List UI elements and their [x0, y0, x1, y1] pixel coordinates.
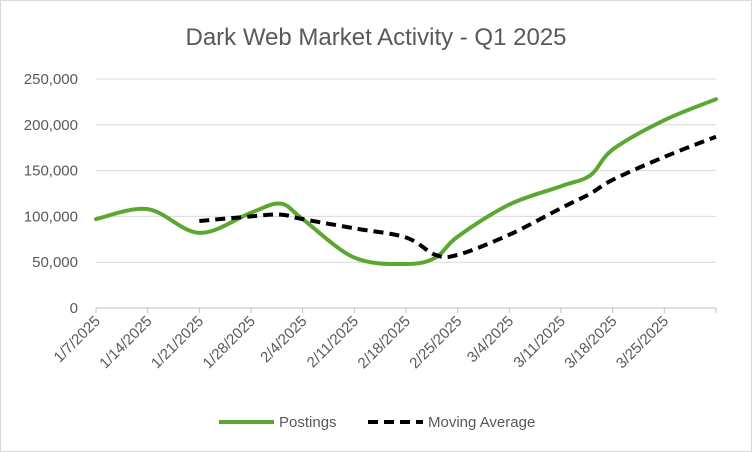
legend-label-postings: Postings [279, 414, 337, 431]
y-tick-label: 0 [70, 300, 78, 317]
y-tick-label: 200,000 [24, 117, 78, 134]
x-tick-label: 1/14/2025 [96, 313, 155, 372]
x-tick-label: 3/4/2025 [464, 313, 517, 366]
x-tick-label: 1/7/2025 [51, 313, 104, 366]
legend-label-moving-average: Moving Average [428, 414, 535, 431]
y-tick-label: 250,000 [24, 71, 78, 88]
y-tick-label: 100,000 [24, 208, 78, 225]
chart-title: Dark Web Market Activity - Q1 2025 [185, 24, 566, 51]
plot-series [94, 97, 718, 267]
y-tick-label: 50,000 [32, 254, 78, 271]
x-tick-label: 1/21/2025 [148, 313, 207, 372]
x-tick-label: 1/28/2025 [200, 313, 259, 372]
legend-item-moving-average: Moving Average [368, 414, 535, 431]
x-tick-label: 2/4/2025 [257, 313, 310, 366]
legend-item-postings: Postings [219, 414, 337, 431]
x-tick-label: 2/18/2025 [355, 313, 414, 372]
x-tick-label: 3/18/2025 [561, 313, 620, 372]
y-axis-ticks: 0 50,000 100,000 150,000 200,000 250,000 [24, 71, 78, 317]
x-tick-label: 3/25/2025 [613, 313, 672, 372]
x-tick-label: 2/11/2025 [304, 313, 362, 371]
series-line-moving-average [199, 134, 717, 260]
x-tick-label: 2/25/2025 [406, 313, 465, 372]
x-tick-label: 3/11/2025 [510, 313, 568, 371]
legend: Postings Moving Average [219, 414, 535, 431]
y-tick-label: 150,000 [24, 163, 78, 180]
x-axis-ticks: 1/7/20251/14/20251/21/20251/28/20252/4/2… [51, 308, 717, 372]
gridlines [96, 78, 716, 309]
series-line-postings [94, 97, 718, 267]
